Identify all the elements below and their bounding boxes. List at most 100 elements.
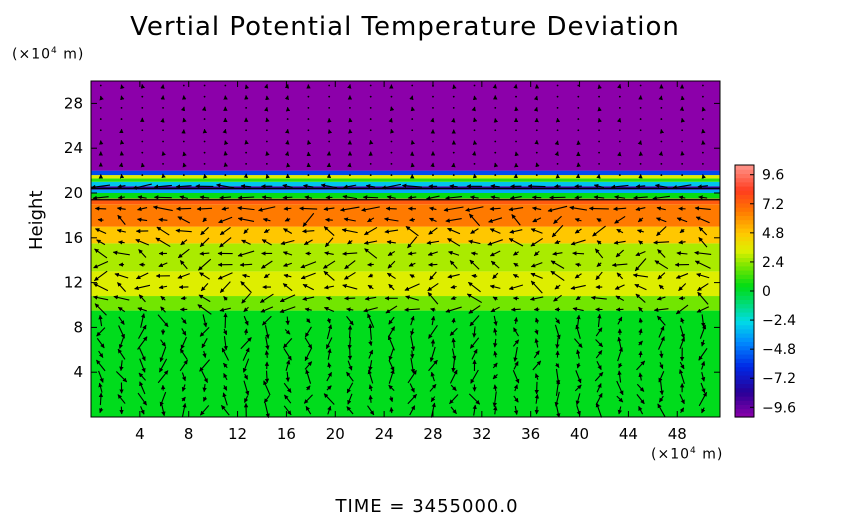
colorbar-swatch <box>735 249 754 254</box>
wind-vector <box>283 273 292 279</box>
wind-vector <box>611 262 628 268</box>
wind-vector <box>224 84 227 87</box>
wind-vector <box>596 262 602 267</box>
wind-vector <box>535 151 538 154</box>
wind-vector <box>411 118 414 120</box>
wind-vector <box>223 362 228 369</box>
wind-vector <box>493 338 498 348</box>
wind-vector <box>221 405 230 416</box>
wind-vector <box>237 216 255 222</box>
wind-vector <box>595 271 603 281</box>
wind-vector <box>364 296 377 301</box>
colorbar-swatch <box>735 391 754 397</box>
wind-vector <box>223 373 228 381</box>
wind-vector <box>472 326 477 338</box>
wind-vector <box>153 184 172 189</box>
wind-vector <box>694 260 711 269</box>
colorbar-swatch <box>735 223 754 229</box>
wind-vector <box>610 184 629 189</box>
wind-vector <box>138 249 147 258</box>
field-band <box>91 170 720 176</box>
wind-vector <box>347 325 353 339</box>
wind-vector <box>161 404 166 417</box>
wind-vector <box>261 239 272 246</box>
wind-vector <box>118 240 125 245</box>
chart-title: Vertial Potential Temperature Deviation <box>130 12 680 42</box>
wind-vector <box>283 206 292 211</box>
wind-vector <box>160 295 166 301</box>
wind-vector <box>141 151 144 154</box>
wind-vector <box>94 303 107 316</box>
y-tick-label: 8 <box>73 318 83 336</box>
wind-vector <box>638 306 644 313</box>
wind-vector <box>679 325 685 339</box>
wind-vector <box>181 402 187 418</box>
wind-vector <box>638 317 644 324</box>
wind-vector <box>161 151 166 157</box>
wind-vector <box>569 205 587 211</box>
wind-vector <box>638 328 643 336</box>
wind-vector <box>660 162 663 165</box>
wind-vector <box>653 240 670 245</box>
wind-vector <box>162 162 164 165</box>
wind-vector <box>679 394 685 405</box>
wind-vector <box>429 206 437 211</box>
colorbar-swatch <box>735 173 754 179</box>
wind-vector <box>535 162 540 168</box>
wind-vector <box>116 228 126 234</box>
wind-vector <box>96 337 105 349</box>
wind-vector <box>489 206 501 211</box>
wind-vector <box>323 393 335 405</box>
wind-vector <box>617 336 622 350</box>
wind-vector <box>137 336 148 350</box>
wind-vector <box>678 295 686 301</box>
wind-vector <box>137 217 148 222</box>
wind-vector <box>553 215 562 224</box>
wind-vector <box>119 360 124 372</box>
wind-vector <box>282 195 293 200</box>
wind-vector <box>409 217 415 222</box>
wind-vector <box>532 360 542 371</box>
wind-vector <box>639 129 642 132</box>
wind-vector <box>326 318 331 324</box>
wind-vector <box>447 238 461 247</box>
wind-vector <box>410 328 415 336</box>
wind-vector <box>177 248 190 259</box>
wind-vector <box>347 239 353 245</box>
wind-vector <box>237 195 255 200</box>
wind-vector <box>701 314 706 328</box>
wind-vector <box>179 195 188 200</box>
wind-vector <box>261 195 272 200</box>
wind-vector <box>390 140 393 143</box>
wind-vector <box>432 140 434 143</box>
wind-vector <box>159 391 167 407</box>
wind-vector <box>450 384 457 391</box>
wind-vector <box>305 406 312 415</box>
wind-vector <box>698 391 708 407</box>
wind-vector <box>430 307 436 312</box>
wind-vector <box>428 359 438 372</box>
wind-vector <box>242 273 250 279</box>
wind-vector <box>219 195 232 200</box>
wind-vector <box>137 392 148 406</box>
wind-vector <box>363 240 378 245</box>
colorbar-swatch <box>735 198 754 204</box>
wind-vector <box>158 217 168 223</box>
y-tick-label: 24 <box>64 139 83 157</box>
colorbar-swatch <box>735 211 754 216</box>
wind-vector <box>657 403 666 417</box>
wind-vector <box>346 406 354 415</box>
wind-vector <box>679 407 685 414</box>
wind-vector <box>554 239 561 244</box>
wind-vector <box>299 206 318 211</box>
wind-vector <box>179 348 188 360</box>
colorbar-swatch <box>735 324 754 330</box>
wind-vector <box>304 195 313 200</box>
wind-vector <box>427 251 438 256</box>
wind-vector <box>342 284 358 290</box>
wind-vector <box>450 295 457 301</box>
wind-vector <box>535 174 538 176</box>
wind-vector <box>527 183 546 189</box>
wind-vector <box>98 382 103 393</box>
x-tick-label: 16 <box>277 425 296 443</box>
